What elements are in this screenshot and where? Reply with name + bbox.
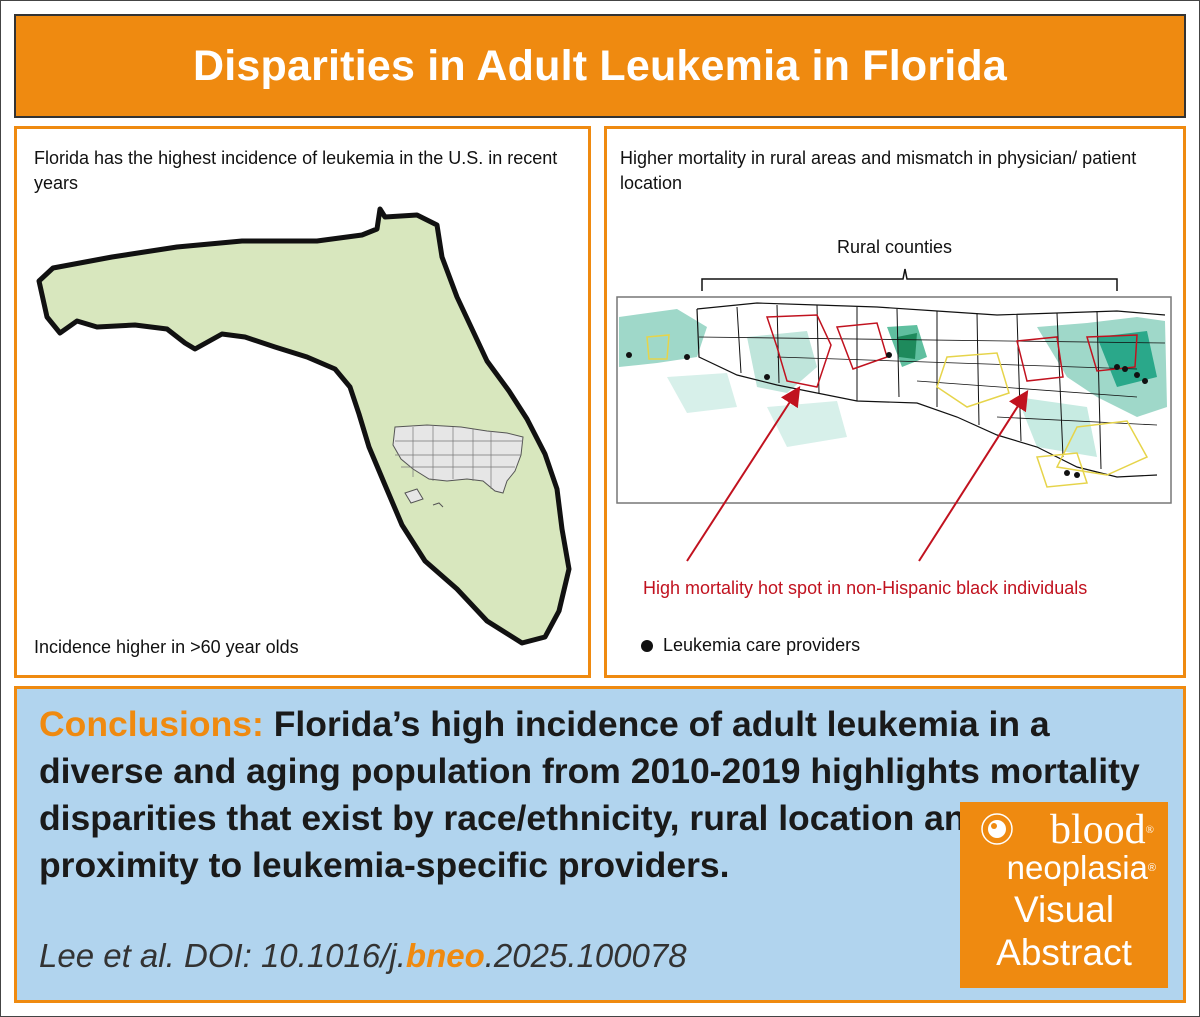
right-panel: Higher mortality in rural areas and mism… [604, 126, 1186, 678]
left-panel-heading: Florida has the highest incidence of leu… [34, 148, 558, 193]
provider-dot-icon [641, 640, 653, 652]
citation-accent: bneo [405, 937, 485, 974]
legend-label: Leukemia care providers [663, 635, 861, 655]
provider-dots [626, 352, 1148, 478]
citation-prefix: Lee et al. DOI: 10.1016/j. [39, 937, 406, 974]
page-title: Disparities in Adult Leukemia in Florida [193, 41, 1007, 90]
citation-suffix: .2025.100078 [484, 937, 687, 974]
conclusions-text-block: Conclusions: Florida’s high incidence of… [39, 701, 1149, 889]
conclusions-panel: Conclusions: Florida’s high incidence of… [14, 686, 1186, 1003]
logo-line4: Abstract [996, 932, 1132, 973]
rural-bracket [701, 268, 1118, 291]
logo-line1: blood® [1049, 807, 1154, 853]
citation: Lee et al. DOI: 10.1016/j.bneo.2025.1000… [39, 937, 687, 975]
red-arrow [686, 385, 801, 562]
conclusions-lead: Conclusions: [39, 704, 264, 744]
red-arrow [918, 389, 1029, 562]
red-arrows [686, 385, 1029, 562]
conclusions-body: Florida’s high incidence of adult leukem… [39, 704, 1140, 885]
logo-line2: neoplasia® [1006, 849, 1156, 886]
hotspot-label: High mortality hot spot in non-Hispanic … [643, 578, 1088, 598]
florida-map [36, 206, 572, 646]
blood-neoplasia-logo: blood® neoplasia® Visual Abstract [960, 802, 1168, 988]
right-panel-heading: Higher mortality in rural areas and mism… [620, 148, 1137, 193]
left-panel-footnote: Incidence higher in >60 year olds [34, 637, 299, 657]
us-map-inset [392, 424, 524, 508]
title-bar: Disparities in Adult Leukemia in Florida [14, 14, 1186, 118]
logo-line3: Visual [1013, 889, 1115, 930]
county-map [616, 296, 1172, 504]
society-seal-icon [981, 813, 1013, 845]
left-panel: Florida has the highest incidence of leu… [14, 126, 591, 678]
bracket-label: Rural counties [837, 237, 953, 257]
